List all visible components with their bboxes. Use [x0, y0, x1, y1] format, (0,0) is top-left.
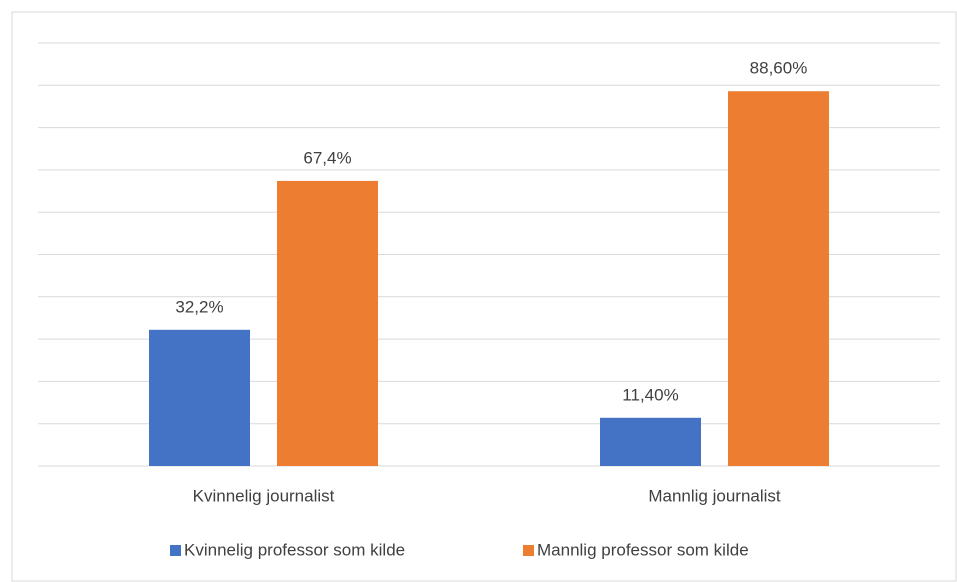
bar [149, 329, 250, 466]
x-tick-label: Kvinnelig journalist [193, 486, 335, 505]
bar [728, 91, 829, 467]
legend-label: Mannlig professor som kilde [537, 540, 749, 559]
legend-label: Kvinnelig professor som kilde [184, 540, 405, 559]
data-label: 67,4% [303, 148, 351, 167]
data-label: 32,2% [175, 297, 223, 316]
bar [600, 417, 701, 466]
data-label: 11,40% [622, 385, 678, 404]
x-tick-label: Mannlig journalist [648, 486, 781, 505]
bar [277, 180, 378, 466]
data-label: 88,60% [750, 59, 808, 78]
legend-swatch [170, 545, 181, 556]
legend-swatch [523, 545, 534, 556]
